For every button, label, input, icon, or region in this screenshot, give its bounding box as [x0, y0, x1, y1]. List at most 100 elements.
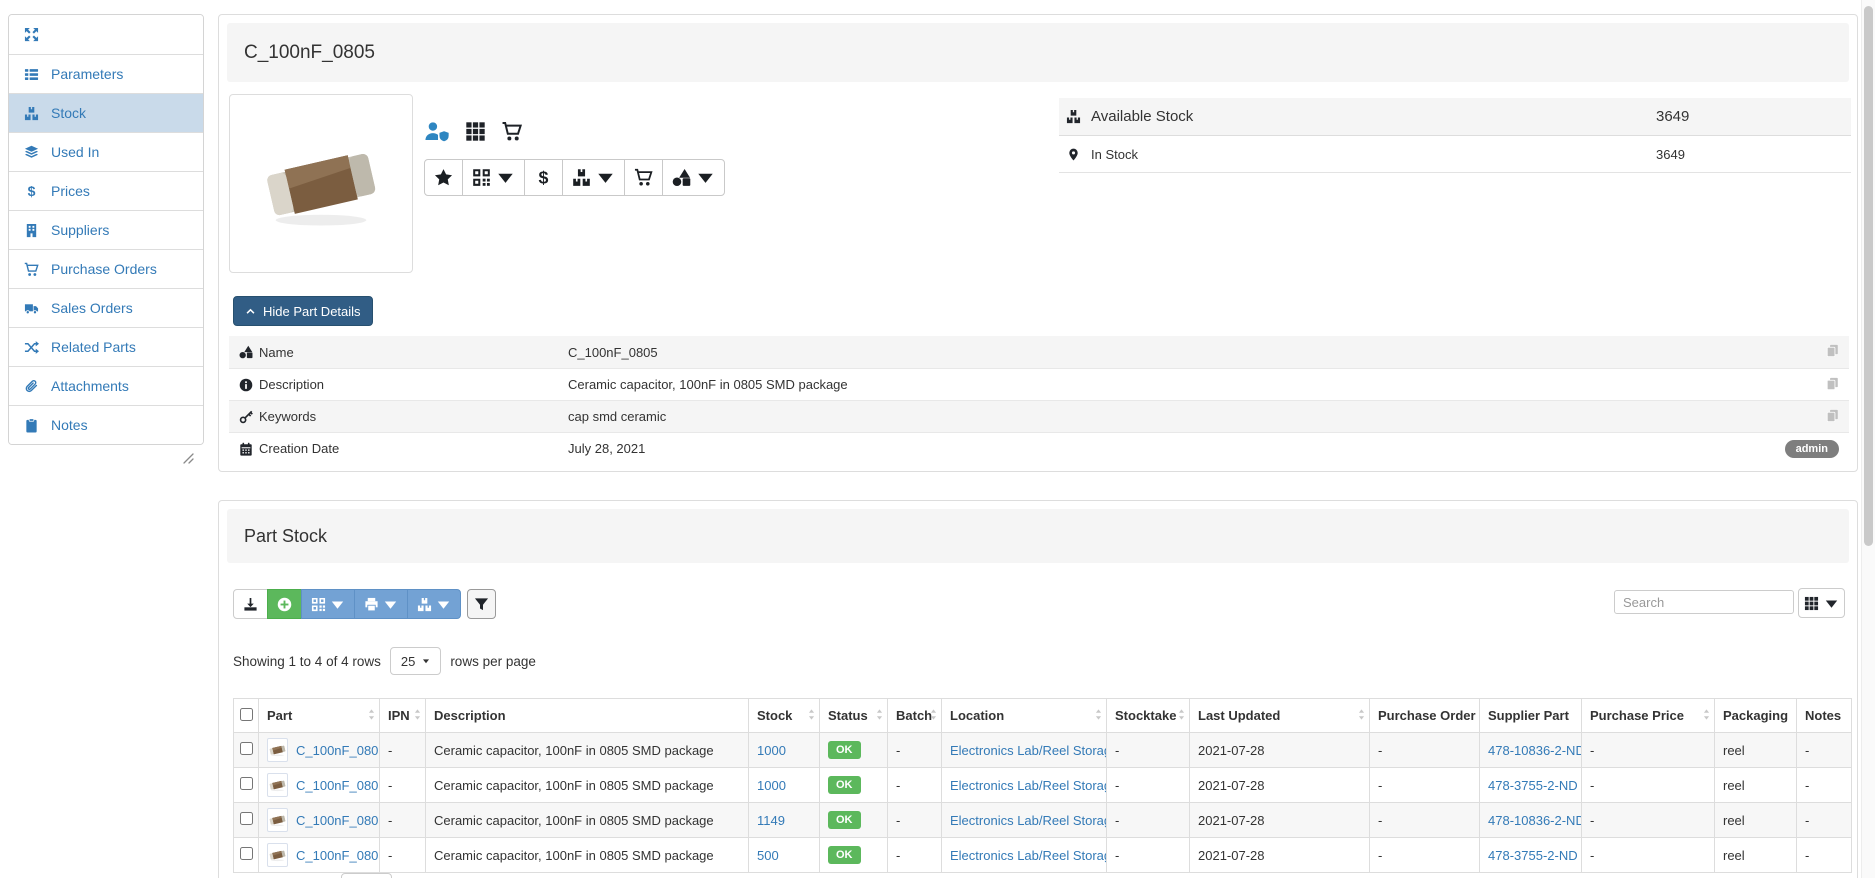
column-header-ipn[interactable]: IPN	[379, 698, 426, 733]
sidebar-item-used-in[interactable]: Used In	[9, 132, 203, 171]
sidebar-item-suppliers[interactable]: Suppliers	[9, 210, 203, 249]
status-badge: OK	[828, 846, 861, 864]
part-link[interactable]: C_100nF_0805	[296, 742, 380, 758]
pricing-button[interactable]: $	[524, 159, 563, 196]
stock-link[interactable]: 500	[757, 847, 779, 863]
part-image[interactable]	[229, 94, 413, 273]
supplier-part-link[interactable]: 478-10836-2-ND	[1488, 812, 1582, 828]
cell-description: Ceramic capacitor, 100nF in 0805 SMD pac…	[434, 847, 714, 863]
sidebar-item-parameters[interactable]: Parameters	[9, 54, 203, 93]
column-header-packaging[interactable]: Packaging	[1714, 698, 1797, 733]
new-stock-item-button[interactable]	[267, 589, 302, 619]
select-all-checkbox[interactable]	[239, 707, 253, 721]
cell-stocktake: -	[1115, 812, 1120, 828]
column-header-purchase-order[interactable]: Purchase Order	[1369, 698, 1480, 733]
copy-icon[interactable]	[1826, 377, 1839, 393]
sidebar-item-notes[interactable]: Notes	[9, 405, 203, 444]
detail-row-description: Description Ceramic capacitor, 100nF in 0…	[229, 368, 1849, 400]
location-link[interactable]: Electronics Lab/Reel Storage	[950, 742, 1107, 758]
column-header-location[interactable]: Location	[941, 698, 1107, 733]
copy-icon[interactable]	[1826, 344, 1839, 360]
column-header-status[interactable]: Status	[819, 698, 888, 733]
supplier-part-link[interactable]: 478-3755-2-ND	[1488, 847, 1578, 863]
download-icon	[243, 597, 258, 612]
sidebar-item-attachments[interactable]: Attachments	[9, 366, 203, 405]
svg-text:$: $	[27, 184, 35, 199]
location-link[interactable]: Electronics Lab/Reel Storage	[950, 777, 1107, 793]
column-header-stock[interactable]: Stock	[748, 698, 820, 733]
print-dropdown[interactable]	[354, 589, 408, 619]
column-header-stocktake[interactable]: Stocktake	[1106, 698, 1190, 733]
supplier-part-link[interactable]: 478-10836-2-ND	[1488, 742, 1582, 758]
location-link[interactable]: Electronics Lab/Reel Storage	[950, 847, 1107, 863]
stock-row: C_100nF_0805- Ceramic capacitor, 100nF in…	[233, 837, 1852, 873]
hide-part-details-button[interactable]: Hide Part Details	[233, 296, 373, 326]
sidebar-item-related-parts[interactable]: Related Parts	[9, 327, 203, 366]
qrcode-icon	[311, 597, 326, 612]
stock-link[interactable]: 1000	[757, 777, 786, 793]
part-link[interactable]: C_100nF_0805	[296, 812, 380, 828]
cart-icon	[21, 261, 41, 277]
copy-icon[interactable]	[1826, 409, 1839, 425]
location-link[interactable]: Electronics Lab/Reel Storage	[950, 812, 1107, 828]
cell-packaging: reel	[1723, 742, 1745, 758]
scrollbar-thumb[interactable]	[1864, 6, 1873, 546]
stock-link[interactable]: 1149	[757, 812, 785, 828]
column-select-button[interactable]	[1798, 588, 1845, 618]
order-part-button[interactable]	[624, 159, 663, 196]
cell-ipn: -	[388, 812, 393, 828]
capacitor-photo	[256, 135, 386, 232]
page-size-dropdown[interactable]: 25	[389, 647, 442, 675]
stock-row: C_100nF_0805- Ceramic capacitor, 100nF in…	[233, 767, 1852, 803]
sort-icon	[808, 708, 815, 723]
search-input[interactable]	[1614, 590, 1794, 614]
sidebar-item-stock[interactable]: Stock	[9, 93, 203, 132]
sidebar-collapse-button[interactable]	[9, 15, 203, 54]
part-link[interactable]: C_100nF_0805	[296, 847, 380, 863]
sidebar-resize-handle[interactable]	[182, 452, 194, 464]
cell-ipn: -	[388, 742, 393, 758]
cell-ipn: -	[388, 777, 393, 793]
stock-options-dropdown[interactable]	[407, 589, 461, 619]
column-header-last-updated[interactable]: Last Updated	[1189, 698, 1370, 733]
part-actions-button[interactable]	[662, 159, 725, 196]
barcode-actions-button[interactable]	[462, 159, 525, 196]
boxes-icon	[572, 168, 591, 187]
export-stock-button[interactable]	[233, 589, 268, 619]
scrollbar-track[interactable]	[1861, 0, 1875, 878]
barcode-dropdown[interactable]	[301, 589, 355, 619]
stock-row: C_100nF_0805- Ceramic capacitor, 100nF in…	[233, 732, 1852, 768]
part-link[interactable]: C_100nF_0805	[296, 777, 380, 793]
row-checkbox[interactable]	[239, 777, 253, 790]
select-all-header[interactable]	[233, 698, 259, 733]
column-header-supplier-part[interactable]: Supplier Part	[1479, 698, 1582, 733]
column-header-description[interactable]: Description	[425, 698, 749, 733]
stock-actions-button[interactable]	[562, 159, 625, 196]
column-header-notes[interactable]: Notes	[1796, 698, 1852, 733]
cell-purchase-order: -	[1378, 812, 1383, 828]
filter-button[interactable]	[467, 589, 496, 619]
column-header-purchase-price[interactable]: Purchase Price	[1581, 698, 1715, 733]
sidebar-item-purchase-orders[interactable]: Purchase Orders	[9, 249, 203, 288]
sidebar-item-prices[interactable]: $ Prices	[9, 171, 203, 210]
supplier-part-link[interactable]: 478-3755-2-ND	[1488, 777, 1578, 793]
sidebar-item-sales-orders[interactable]: Sales Orders	[9, 288, 203, 327]
favourite-button[interactable]	[424, 159, 463, 196]
page-size-dropdown-bottom[interactable]: 25	[341, 873, 393, 878]
stock-link[interactable]: 1000	[757, 742, 786, 758]
page-size-value: 25	[400, 653, 416, 669]
shapes-icon	[672, 168, 691, 187]
cell-purchase-price: -	[1590, 742, 1595, 758]
row-checkbox[interactable]	[239, 742, 253, 755]
cell-purchase-price: -	[1590, 777, 1595, 793]
star-icon	[434, 168, 453, 187]
cell-notes: -	[1805, 812, 1810, 828]
part-details-panel: C_100nF_0805 $ Available Stock 3649 In S…	[218, 14, 1858, 472]
cell-notes: -	[1805, 742, 1810, 758]
row-checkbox[interactable]	[239, 847, 253, 860]
list-icon	[21, 66, 41, 82]
row-checkbox[interactable]	[239, 812, 253, 825]
column-header-batch[interactable]: Batch	[887, 698, 942, 733]
svg-text:$: $	[539, 168, 549, 187]
column-header-part[interactable]: Part	[258, 698, 380, 733]
